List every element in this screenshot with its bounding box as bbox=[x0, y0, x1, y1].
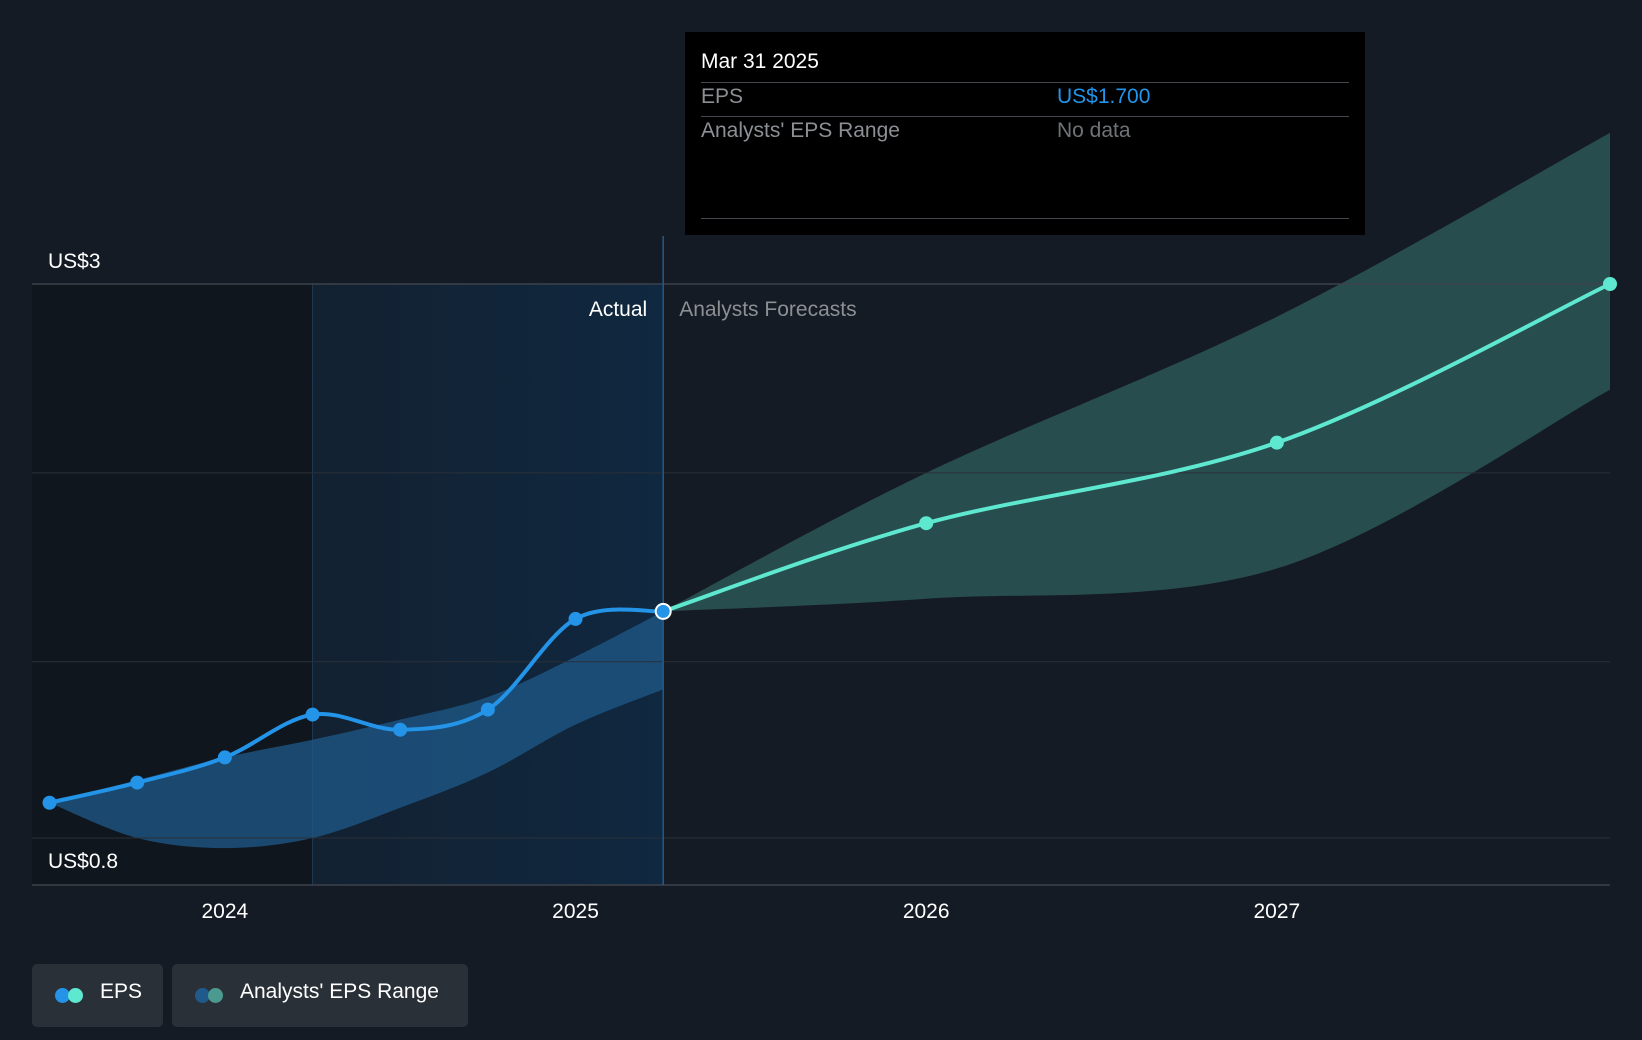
x-tick-label: 2026 bbox=[903, 900, 950, 923]
eps-point bbox=[1603, 277, 1617, 291]
eps-range-band-forecast bbox=[663, 132, 1610, 612]
tooltip-range-label: Analysts' EPS Range bbox=[701, 119, 900, 142]
tooltip-eps-value: US$1.700 bbox=[1057, 85, 1151, 108]
y-axis-bottom-label: US$0.8 bbox=[48, 850, 118, 873]
eps-point bbox=[393, 722, 408, 737]
eps-legend-icon bbox=[55, 988, 70, 1003]
tooltip-eps-label: EPS bbox=[701, 85, 744, 108]
y-axis-top-label: US$3 bbox=[48, 250, 101, 273]
eps-point bbox=[480, 702, 495, 717]
eps-point bbox=[919, 516, 934, 531]
tooltip-divider bbox=[701, 218, 1349, 219]
eps-point bbox=[42, 795, 57, 810]
x-tick-label: 2024 bbox=[202, 900, 249, 923]
tooltip-divider bbox=[701, 82, 1349, 83]
eps-point bbox=[568, 611, 583, 626]
eps-range-legend-icon bbox=[208, 988, 223, 1003]
eps-point bbox=[130, 775, 145, 790]
eps-current-point bbox=[654, 602, 672, 620]
legend-item-eps-range[interactable]: Analysts' EPS Range bbox=[172, 964, 468, 1027]
tooltip: Mar 31 2025 EPS US$1.700 Analysts' EPS R… bbox=[685, 32, 1365, 235]
forecast-region-label: Analysts Forecasts bbox=[679, 298, 856, 321]
eps-range-legend-icon bbox=[195, 988, 210, 1003]
x-tick-label: 2027 bbox=[1254, 900, 1301, 923]
legend-item-eps[interactable]: EPS bbox=[32, 964, 163, 1027]
eps-point bbox=[1269, 435, 1284, 450]
actual-region-label: Actual bbox=[589, 298, 647, 321]
eps-line-forecast bbox=[661, 282, 1612, 614]
x-tick-label: 2025 bbox=[552, 900, 599, 923]
tooltip-range-value: No data bbox=[1057, 119, 1131, 142]
eps-point bbox=[305, 707, 320, 722]
tooltip-divider bbox=[701, 116, 1349, 117]
eps-line-actual bbox=[47, 607, 666, 805]
tooltip-date: Mar 31 2025 bbox=[701, 50, 819, 73]
eps-legend-icon bbox=[68, 988, 83, 1003]
eps-range-band-actual bbox=[49, 611, 664, 849]
legend-eps-label: EPS bbox=[100, 980, 143, 1003]
eps-point bbox=[217, 750, 232, 765]
legend-range-label: Analysts' EPS Range bbox=[240, 980, 439, 1003]
